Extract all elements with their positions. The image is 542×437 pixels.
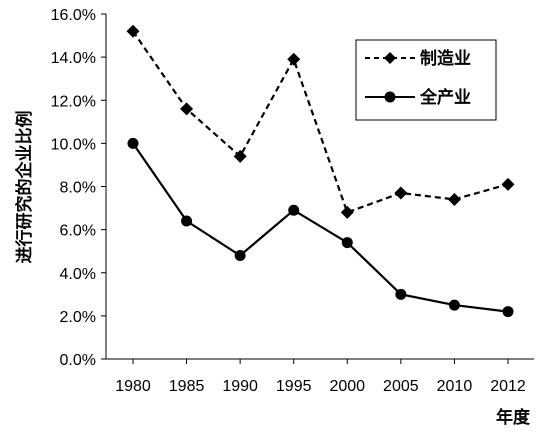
y-tick-label: 12.0%	[51, 93, 96, 110]
data-point-circle	[395, 288, 407, 300]
legend-diamond-marker	[384, 52, 396, 64]
data-point-circle	[181, 215, 193, 227]
x-tick-label: 2010	[437, 378, 473, 395]
data-point-circle	[448, 299, 460, 311]
y-tick-label: 4.0%	[60, 266, 96, 283]
series	[126, 24, 515, 318]
data-point-diamond	[287, 52, 301, 66]
y-tick-label: 6.0%	[60, 223, 96, 240]
data-point-diamond	[126, 24, 140, 38]
x-tick-label: 1995	[276, 378, 312, 395]
data-point-circle	[288, 204, 300, 216]
y-tick-label: 14.0%	[51, 50, 96, 67]
x-tick-label: 2000	[329, 378, 365, 395]
series-line-1	[132, 142, 509, 313]
legend-label-all-industry: 全产业	[419, 87, 471, 108]
series-line-0	[132, 30, 509, 214]
data-point-diamond	[447, 192, 461, 206]
x-axis-title: 年度	[496, 407, 531, 428]
y-axis-title: 进行研究的企业比例	[14, 111, 35, 264]
x-tick-label: 1980	[115, 378, 151, 395]
y-tick-label: 0.0%	[60, 352, 96, 369]
x-tick-label: 1985	[169, 378, 205, 395]
legend-item-all-industry: 全产业	[365, 87, 471, 108]
y-tick-labels: 0.0% 2.0% 4.0% 6.0% 8.0% 10.0% 12.0% 14.0% 16.0%	[51, 7, 106, 369]
legend-box	[355, 39, 497, 121]
data-point-circle	[234, 250, 246, 261]
legend-label-manufacturing: 制造业	[420, 48, 471, 69]
data-point-diamond	[180, 102, 194, 116]
legend: 制造业 全产业	[355, 39, 497, 121]
data-point-circle	[127, 137, 139, 149]
legend-item-manufacturing: 制造业	[365, 48, 471, 69]
data-point-circle	[502, 306, 514, 318]
x-tick-label: 1990	[222, 378, 258, 395]
y-tick-label: 8.0%	[60, 180, 96, 197]
x-axis: 1980 1985 1990 1995 2000 2005 2010 2012	[106, 358, 534, 395]
y-tick-label: 2.0%	[60, 309, 96, 326]
y-tick-label: 16.0%	[51, 7, 96, 24]
data-point-diamond	[233, 149, 247, 163]
data-point-diamond	[340, 205, 354, 219]
data-point-circle	[341, 237, 353, 249]
legend-circle-marker	[384, 91, 396, 103]
y-axis: 0.0% 2.0% 4.0% 6.0% 8.0% 10.0% 12.0% 14.0% 16.0%	[51, 7, 107, 369]
data-point-diamond	[501, 177, 515, 191]
x-tick-labels: 1980 1985 1990 1995 2000 2005 2010 2012	[115, 359, 526, 395]
x-tick-label: 2012	[490, 378, 526, 395]
x-tick-label: 2005	[383, 378, 419, 395]
y-tick-label: 10.0%	[51, 136, 96, 153]
data-point-diamond	[394, 186, 408, 200]
